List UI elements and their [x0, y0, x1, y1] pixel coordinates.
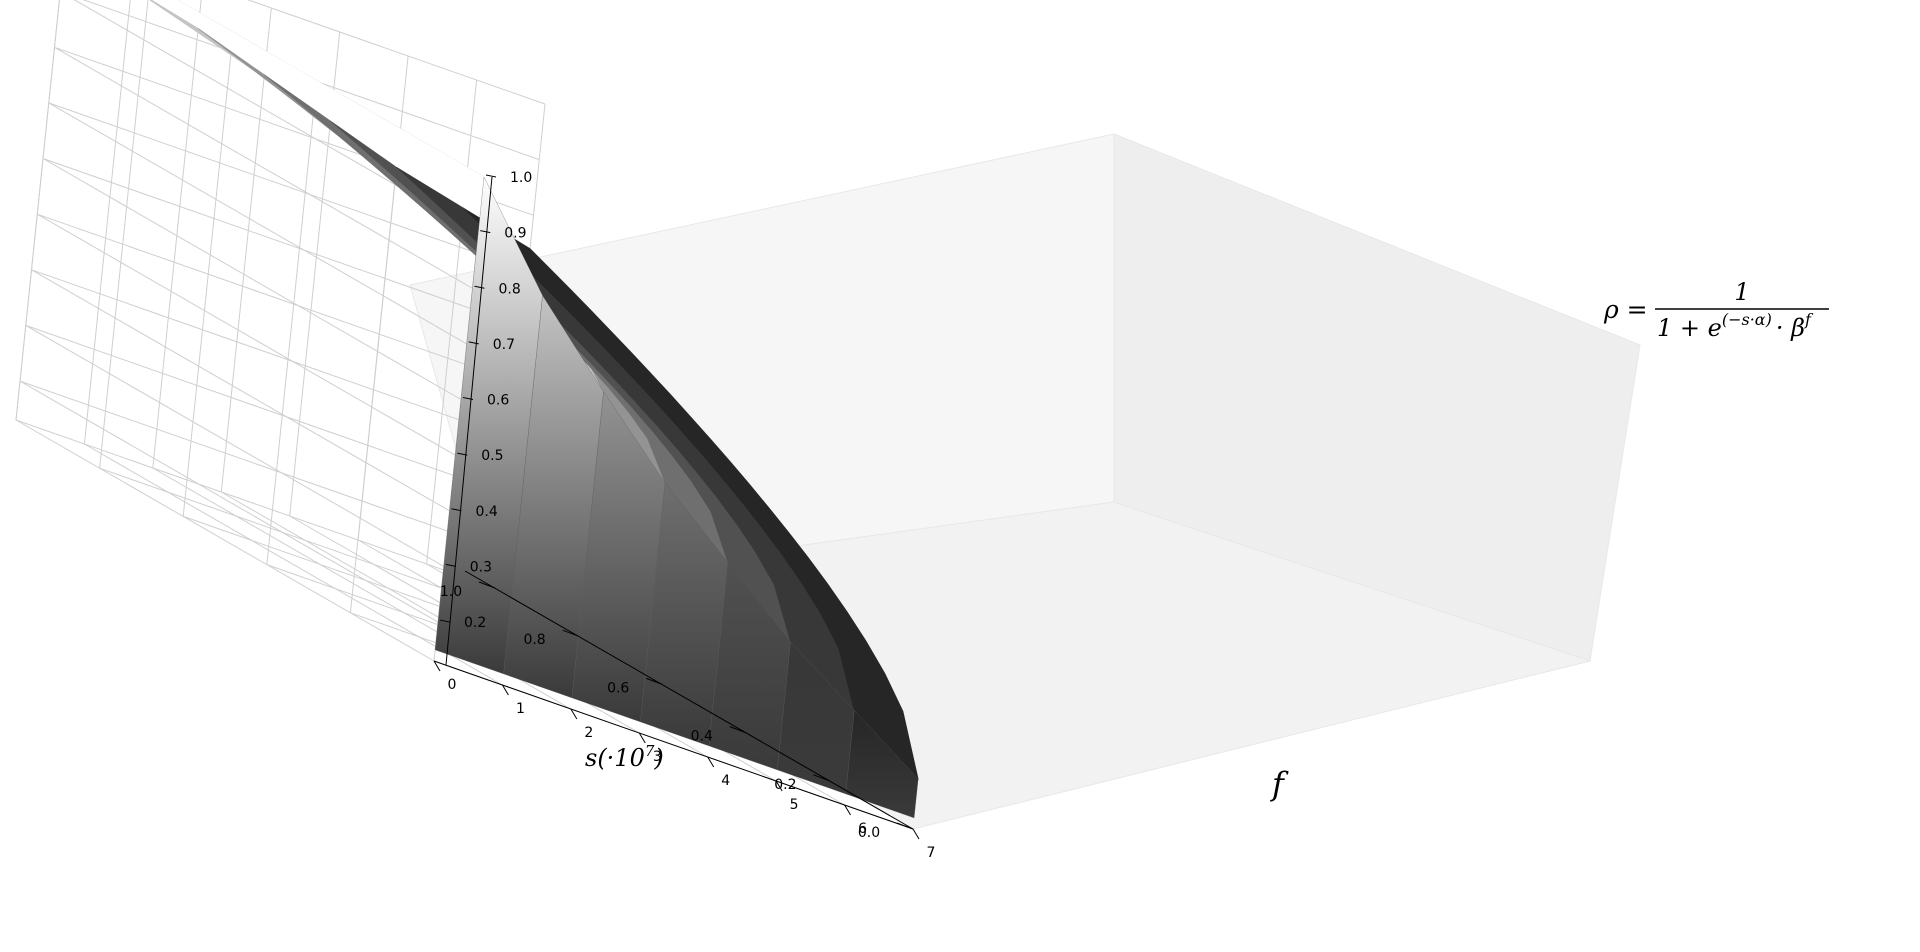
grid-line-z	[31, 269, 511, 512]
x-tick	[912, 828, 920, 840]
y-label-suffix: )	[653, 744, 663, 772]
z-tick	[485, 174, 497, 178]
z-axis-line	[445, 176, 493, 666]
z-den-tail-exp: f	[1804, 310, 1814, 329]
y-label-prefix: s(·10	[585, 744, 645, 772]
grid-line-s	[15, 0, 496, 589]
z-label-numerator: 1	[1734, 278, 1749, 306]
y-tick	[478, 581, 496, 589]
y-tick-label: 1.0	[440, 584, 462, 600]
y-tick	[646, 677, 663, 685]
y-axis-label: s(·107)	[585, 742, 664, 772]
grid-line-s	[99, 0, 579, 637]
x-tick-label: 7	[927, 845, 936, 861]
z-tick	[480, 230, 491, 234]
grid-line-z	[37, 213, 517, 456]
y-tick-label: 0.8	[523, 632, 545, 648]
y-tick	[729, 726, 746, 734]
x-tick-label: 5	[790, 797, 799, 813]
x-tick-label: 6	[858, 821, 867, 837]
z-tick	[451, 508, 462, 512]
grid-line-floor-f	[15, 419, 435, 662]
grid-line-wall-f	[83, 0, 131, 445]
x-tick-label: 4	[721, 773, 730, 789]
z-tick-labels: 0.2 0.3 0.4 0.5 0.6 0.7 0.8 0.9 1.0	[439, 170, 532, 631]
grid-line-floor-f	[84, 443, 503, 686]
grid-line-wall-f	[15, 0, 60, 421]
x-tick	[433, 660, 441, 672]
z-tick	[439, 619, 451, 623]
grid-line-z	[19, 380, 500, 623]
z-tick	[474, 285, 485, 289]
grid-line-z	[25, 324, 505, 567]
x-axis-line	[433, 660, 914, 830]
grid-line-wall-f	[220, 7, 272, 493]
y-axis-line	[464, 570, 914, 830]
z-tick	[468, 341, 479, 345]
y-tick	[562, 629, 579, 637]
x-tick-label: 0	[448, 677, 457, 693]
surface-front-face	[845, 710, 919, 819]
y-tick-label: 0.2	[774, 777, 796, 793]
grid-line-wall-f	[152, 0, 202, 469]
x-tick-label: 3	[653, 749, 662, 765]
z-axis-label: ρ = 1 1 + e(−s·α) · βf	[1603, 278, 1829, 342]
z-den-exp: (−s·α)	[1722, 310, 1772, 329]
x-tick	[570, 708, 578, 720]
y-label-exp: 7	[645, 742, 655, 760]
z-den-base: 1 + e	[1657, 314, 1722, 342]
surface-mesh	[149, 0, 919, 819]
x-tick-label: 2	[584, 725, 593, 741]
z-tick	[462, 397, 474, 401]
z-tick	[457, 452, 468, 456]
z-tick-label: 0.9	[504, 226, 526, 242]
y-tick-labels: 0.0 0.2 0.4 0.6 0.8 1.0	[440, 581, 914, 841]
x-axis-label: f	[1270, 765, 1289, 803]
y-tick	[813, 774, 830, 782]
z-den-tail: · β	[1776, 314, 1805, 342]
z-tick-label: 0.8	[498, 281, 520, 297]
z-label-lhs: ρ =	[1603, 295, 1648, 324]
z-tick	[445, 563, 456, 567]
x-tick	[638, 732, 646, 744]
z-tick-label: 0.7	[493, 337, 515, 353]
grid-line-z	[42, 158, 523, 400]
y-tick-label: 0.6	[607, 680, 629, 696]
grid-line-z	[48, 102, 528, 345]
z-tick-label: 1.0	[510, 170, 532, 186]
x-tick	[707, 756, 715, 768]
y-tick-label: 0.4	[691, 729, 713, 745]
z-tick-label: 0.4	[476, 504, 498, 520]
x-tick	[501, 684, 509, 696]
surface-band	[463, 207, 919, 780]
grid-line-wall-f	[426, 79, 478, 565]
y-tick	[896, 822, 914, 830]
grid-line-z	[73, 0, 540, 234]
z-label-denominator: 1 + e(−s·α) · βf	[1657, 310, 1814, 342]
z-tick-label: 0.2	[464, 615, 486, 631]
x-tick-labels: 0 1 2 3 4 5 6 7	[433, 660, 936, 861]
x-tick	[844, 804, 851, 816]
axis-lines	[433, 176, 914, 830]
z-tick-label: 0.5	[481, 448, 503, 464]
y-tick-label: 0.0	[858, 825, 880, 841]
z-tick-label: 0.3	[470, 559, 492, 575]
z-tick-label: 0.6	[487, 393, 509, 409]
x-tick-label: 1	[516, 701, 525, 717]
x-tick	[775, 780, 783, 792]
